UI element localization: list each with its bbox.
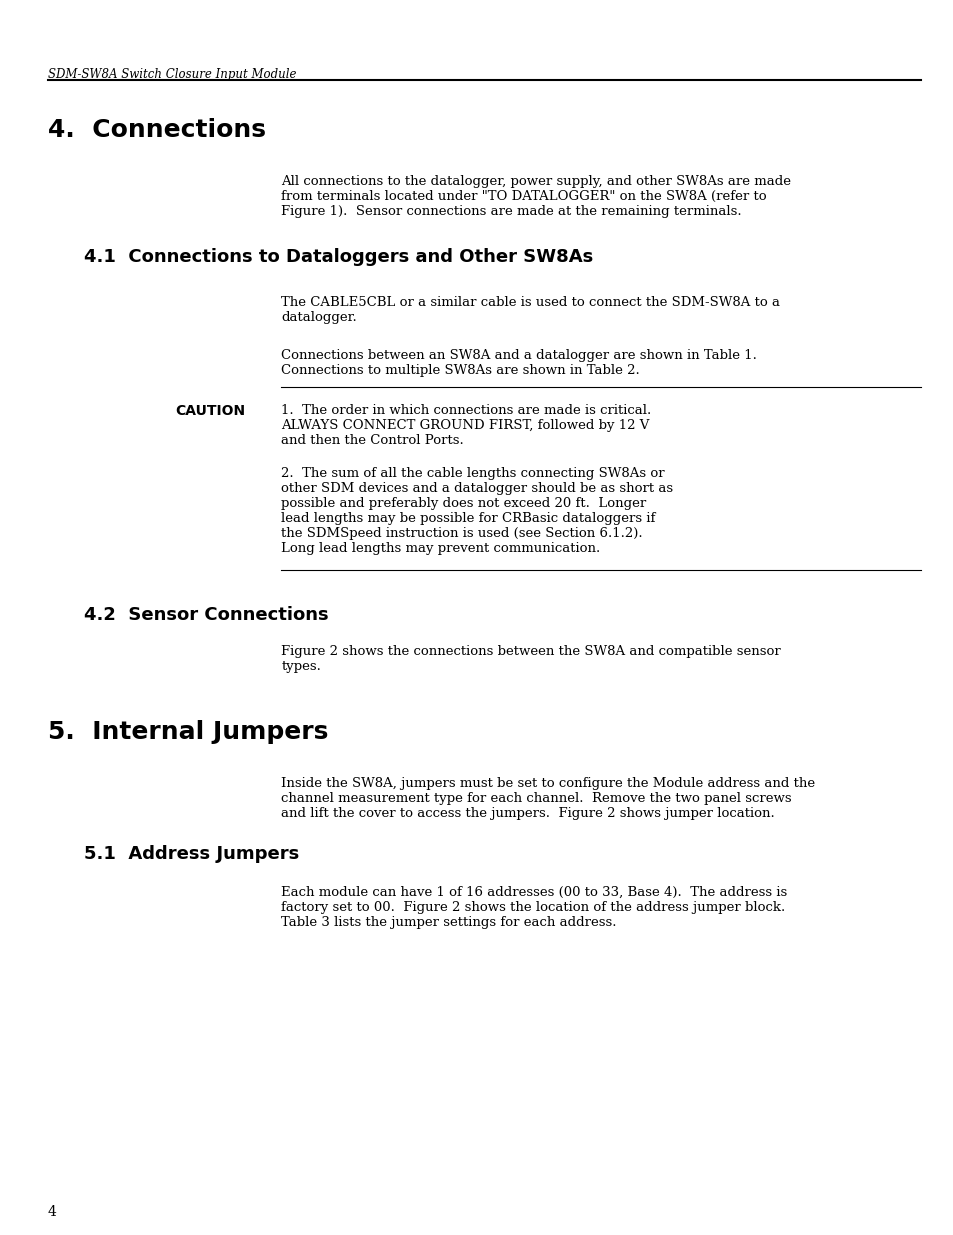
Text: Each module can have 1 of 16 addresses (00 to 33, Base 4).  The address is
facto: Each module can have 1 of 16 addresses (… xyxy=(281,885,787,929)
Text: 2.  The sum of all the cable lengths connecting SW8As or
other SDM devices and a: 2. The sum of all the cable lengths conn… xyxy=(281,467,673,555)
Text: Figure 2 shows the connections between the SW8A and compatible sensor
types.: Figure 2 shows the connections between t… xyxy=(281,645,781,673)
Text: 5.  Internal Jumpers: 5. Internal Jumpers xyxy=(48,720,328,743)
Text: 5.1  Address Jumpers: 5.1 Address Jumpers xyxy=(84,845,299,863)
Text: The CABLE5CBL or a similar cable is used to connect the SDM-SW8A to a
datalogger: The CABLE5CBL or a similar cable is used… xyxy=(281,296,780,324)
Text: 4.2  Sensor Connections: 4.2 Sensor Connections xyxy=(84,606,328,624)
Text: 4.  Connections: 4. Connections xyxy=(48,119,266,142)
Text: CAUTION: CAUTION xyxy=(174,404,245,417)
Text: 1.  The order in which connections are made is critical.
ALWAYS CONNECT GROUND F: 1. The order in which connections are ma… xyxy=(281,404,651,447)
Text: 4: 4 xyxy=(48,1205,56,1219)
Text: Inside the SW8A, jumpers must be set to configure the Module address and the
cha: Inside the SW8A, jumpers must be set to … xyxy=(281,777,815,820)
Text: Connections between an SW8A and a datalogger are shown in Table 1.
Connections t: Connections between an SW8A and a datalo… xyxy=(281,350,757,377)
Text: All connections to the datalogger, power supply, and other SW8As are made
from t: All connections to the datalogger, power… xyxy=(281,175,791,219)
Text: 4.1  Connections to Dataloggers and Other SW8As: 4.1 Connections to Dataloggers and Other… xyxy=(84,248,593,266)
Text: SDM-SW8A Switch Closure Input Module: SDM-SW8A Switch Closure Input Module xyxy=(48,68,295,82)
